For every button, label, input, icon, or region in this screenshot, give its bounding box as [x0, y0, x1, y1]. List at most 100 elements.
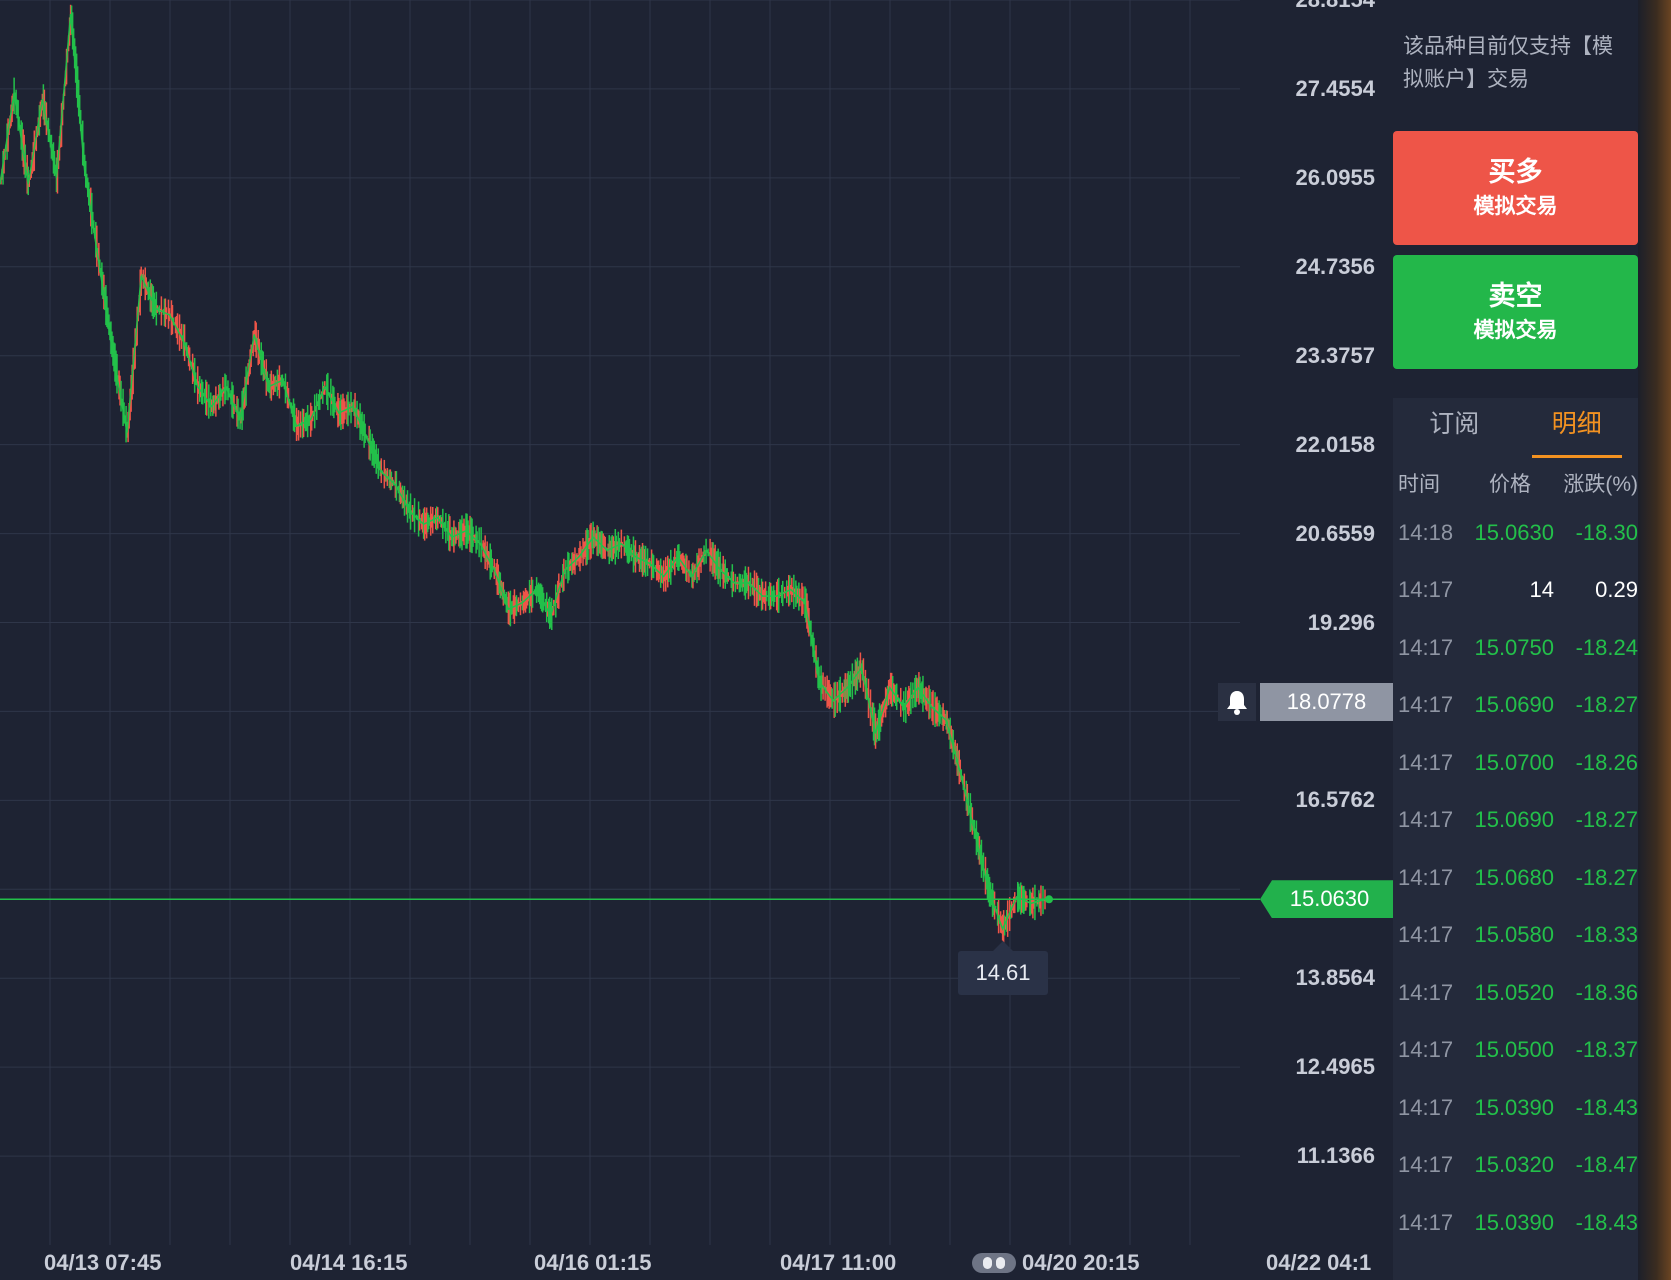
y-tick-label: 26.0955 — [1295, 164, 1375, 190]
tab-details[interactable]: 明细 — [1516, 398, 1639, 462]
cell-time: 14:17 — [1398, 749, 1454, 775]
cell-price: 15.0680 — [1474, 864, 1554, 890]
cell-price: 15.0390 — [1474, 1094, 1554, 1120]
cell-price: 15.0690 — [1474, 807, 1554, 833]
cell-price: 15.0520 — [1474, 979, 1554, 1005]
header-price: 价格 — [1489, 473, 1531, 496]
table-row: 14:17 15.0500 -18.37 — [1393, 1022, 1638, 1080]
x-tick-label: 04/16 01:15 — [534, 1250, 652, 1275]
y-tick-label: 28.8154 — [1273, 0, 1393, 13]
cell-change: -18.26 — [1575, 749, 1638, 775]
y-tick-label: 24.7356 — [1295, 253, 1375, 279]
table-row: 14:17 15.0750 -18.24 — [1393, 619, 1638, 677]
scroll-handle-icon[interactable] — [972, 1253, 1016, 1273]
table-row: 14:17 15.0390 -18.43 — [1393, 1079, 1638, 1137]
header-time: 时间 — [1398, 473, 1440, 496]
cell-change: -18.30 — [1575, 519, 1638, 545]
y-tick-label: 13.8564 — [1295, 965, 1375, 991]
table-body: 14:18 15.0630 -18.30 14:17 14 0.29 14:17 15.075… — [1393, 504, 1638, 1252]
table-row: 14:17 15.0390 -18.43 — [1393, 1194, 1638, 1252]
y-tick-label: 11.1366 — [1296, 1143, 1375, 1169]
cell-change: -18.33 — [1575, 922, 1638, 948]
cell-price: 15.0690 — [1474, 692, 1554, 718]
cell-price: 15.0500 — [1474, 1037, 1554, 1063]
sell-short-button[interactable]: 卖空 模拟交易 — [1393, 255, 1638, 369]
cell-change: -18.47 — [1575, 1152, 1638, 1178]
table-row: 14:17 15.0680 -18.27 — [1393, 849, 1638, 907]
cell-time: 14:17 — [1398, 807, 1454, 833]
cell-time: 14:17 — [1398, 692, 1454, 718]
y-tick-label: 23.3757 — [1295, 342, 1375, 368]
y-tick-label: 22.0158 — [1295, 431, 1375, 457]
cell-change: -18.27 — [1575, 692, 1638, 718]
header-change: 涨跌(%) — [1563, 473, 1638, 496]
low-price-marker: 14.61 — [958, 940, 1048, 995]
cell-price: 15.0700 — [1474, 749, 1554, 775]
cell-price: 15.0580 — [1474, 922, 1554, 948]
table-row: 14:17 15.0320 -18.47 — [1393, 1137, 1638, 1195]
cell-price: 15.0630 — [1474, 519, 1554, 545]
cell-change: -18.43 — [1575, 1094, 1638, 1120]
price-chart[interactable]: 28.8154 27.4554 26.0955 24.7356 23.3757 22.01… — [0, 0, 1393, 1280]
cell-change: -18.27 — [1575, 807, 1638, 833]
table-header: 时间 价格 涨跌(%) — [1393, 462, 1638, 504]
trade-details-table: 时间 价格 涨跌(%) 14:18 15.0630 -18.30 14:17 14 0.2… — [1393, 462, 1638, 1280]
sell-short-sublabel: 模拟交易 — [1473, 319, 1558, 342]
cell-time: 14:17 — [1398, 1209, 1454, 1235]
current-price-label: 15.0630 — [1260, 880, 1393, 919]
tab-subscribe[interactable]: 订阅 — [1429, 410, 1480, 438]
cell-change: 0.29 — [1595, 577, 1638, 603]
panel-tabs: 订阅 明细 — [1393, 398, 1638, 462]
table-row: 14:18 15.0630 -18.30 — [1393, 504, 1638, 562]
x-tick-label: 04/20 20:15 — [1022, 1250, 1140, 1275]
scroll-handle-dot — [996, 1257, 1005, 1269]
buy-long-label: 买多 — [1488, 157, 1543, 187]
cell-time: 14:17 — [1398, 979, 1454, 1005]
account-notice: 该品种目前仅支持【模拟账户】交易 — [1403, 35, 1613, 91]
x-tick-label: 04/22 04:1 — [1266, 1250, 1372, 1275]
x-tick-label: 04/17 11:00 — [780, 1250, 897, 1275]
buy-long-button[interactable]: 买多 模拟交易 — [1393, 131, 1638, 245]
cell-time: 14:17 — [1398, 1152, 1454, 1178]
sell-short-label: 卖空 — [1488, 281, 1543, 311]
y-tick-label: 12.4965 — [1295, 1054, 1375, 1080]
cell-change: -18.27 — [1575, 864, 1638, 890]
table-row: 14:17 14 0.29 — [1393, 562, 1638, 620]
scroll-handle-dot — [983, 1257, 992, 1269]
cell-price: 15.0390 — [1474, 1209, 1554, 1235]
table-row: 14:17 15.0580 -18.33 — [1393, 907, 1638, 965]
alert-price-label[interactable]: 18.0778 — [1260, 683, 1393, 722]
window-edge — [1638, 0, 1671, 1280]
y-tick-label: 20.6559 — [1295, 520, 1375, 546]
y-tick-label: 27.4554 — [1295, 75, 1375, 101]
table-row: 14:17 15.0690 -18.27 — [1393, 792, 1638, 850]
cell-time: 14:17 — [1398, 922, 1454, 948]
cell-price: 15.0750 — [1474, 634, 1554, 660]
cell-time: 14:17 — [1398, 1037, 1454, 1063]
y-tick-label: 19.296 — [1307, 609, 1375, 635]
cell-change: -18.36 — [1575, 979, 1638, 1005]
x-tick-label: 04/13 07:45 — [44, 1250, 162, 1275]
cell-price: 14 — [1529, 577, 1554, 603]
cell-price: 15.0320 — [1474, 1152, 1554, 1178]
chart-canvas[interactable] — [0, 0, 1393, 1280]
cell-change: -18.24 — [1575, 634, 1638, 660]
cell-time: 14:17 — [1398, 634, 1454, 660]
cell-time: 14:17 — [1398, 1094, 1454, 1120]
cell-time: 14:17 — [1398, 864, 1454, 890]
cell-change: -18.43 — [1575, 1209, 1638, 1235]
buy-long-sublabel: 模拟交易 — [1473, 195, 1558, 218]
y-tick-label: 16.5762 — [1295, 787, 1375, 813]
x-tick-label: 04/14 16:15 — [290, 1250, 408, 1275]
trade-panel: 该品种目前仅支持【模拟账户】交易 买多 模拟交易 卖空 模拟交易 订阅 明细 时… — [1393, 0, 1638, 1280]
table-row: 14:17 15.0700 -18.26 — [1393, 734, 1638, 792]
price-line — [0, 14, 1046, 931]
bell-icon[interactable] — [1218, 683, 1256, 722]
table-row: 14:17 15.0690 -18.27 — [1393, 677, 1638, 735]
cell-time: 14:17 — [1398, 577, 1454, 603]
cell-change: -18.37 — [1575, 1037, 1638, 1063]
table-row: 14:17 15.0520 -18.36 — [1393, 964, 1638, 1022]
cell-time: 14:18 — [1398, 519, 1454, 545]
current-price-dot — [1045, 895, 1053, 904]
